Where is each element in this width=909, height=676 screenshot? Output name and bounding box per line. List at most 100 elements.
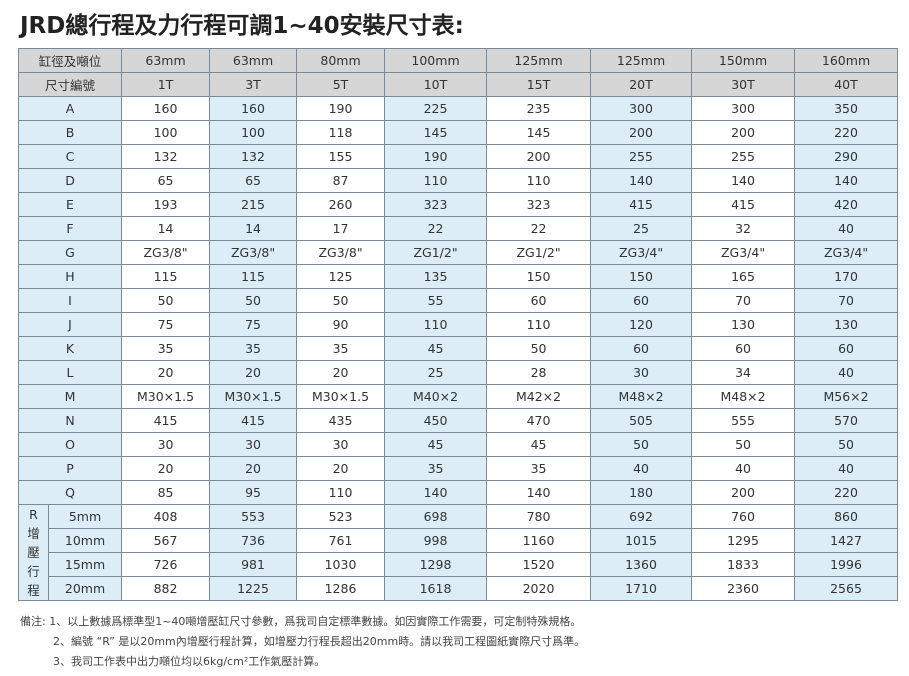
table-cell: 1160 [486, 528, 592, 553]
header-cell: 150mm [691, 48, 796, 73]
table-cell: 567 [121, 528, 211, 553]
table-cell: 135 [384, 264, 488, 289]
table-cell: 145 [486, 120, 592, 145]
table-row: A 160 160 190 225 235 300 300 350 [17, 96, 899, 121]
table-cell: 115 [209, 264, 298, 289]
table-cell: 130 [691, 312, 796, 337]
table-cell: 882 [121, 576, 211, 601]
table-row-r: 15mm 726 981 1030 1298 1520 1360 1833 1996 [19, 552, 899, 577]
table-cell: 1520 [486, 552, 592, 577]
table-cell: 30 [121, 432, 211, 457]
table-cell: 760 [691, 504, 796, 529]
row-label: F [17, 216, 123, 241]
table-row-r: 10mm 567 736 761 998 1160 1015 1295 1427 [19, 528, 899, 553]
table-cell: 981 [209, 552, 298, 577]
table-cell: 132 [209, 144, 298, 169]
header-cell: 125mm [486, 48, 592, 73]
header-cell: 15T [486, 72, 592, 97]
table-cell: 505 [590, 408, 693, 433]
table-cell: 761 [296, 528, 386, 553]
table-cell: 235 [486, 96, 592, 121]
table-cell: 100 [121, 120, 211, 145]
header-cell: 10T [384, 72, 488, 97]
table-cell: 40 [794, 216, 899, 241]
row-label: 尺寸編號 [17, 72, 123, 97]
r-group-label: R增壓行程 [18, 504, 49, 601]
table-cell: 125 [296, 264, 386, 289]
table-cell: 14 [121, 216, 211, 241]
table-cell: ZG3/4" [590, 240, 693, 265]
table-cell: 14 [209, 216, 298, 241]
table-cell: 2360 [691, 576, 796, 601]
row-label: 15mm [47, 552, 123, 577]
table-cell: 726 [121, 552, 211, 577]
table-cell: 45 [384, 336, 488, 361]
table-cell: 20 [296, 456, 386, 481]
table-cell: 225 [384, 96, 488, 121]
table-cell: 30 [590, 360, 693, 385]
table-cell: 25 [384, 360, 488, 385]
header-cell: 125mm [590, 48, 693, 73]
note-2: 2、編號 “R” 是以20mm內增壓行程計算，如增壓力行程長超出20mm時。請以… [53, 635, 586, 648]
table-cell: 50 [209, 288, 298, 313]
table-cell: 1015 [590, 528, 693, 553]
table-cell: 860 [794, 504, 899, 529]
table-row: H 115 115 125 135 150 150 165 170 [17, 264, 899, 289]
table-cell: 255 [590, 144, 693, 169]
table-cell: 1996 [794, 552, 899, 577]
table-cell: ZG1/2" [384, 240, 488, 265]
row-label: I [17, 288, 123, 313]
table-cell: 420 [794, 192, 899, 217]
table-cell: 1286 [296, 576, 386, 601]
header-cell: 40T [794, 72, 899, 97]
header-row-bore: 缸徑及噸位 63mm 63mm 80mm 100mm 125mm 125mm 150mm 160… [17, 48, 899, 73]
table-cell: 180 [590, 480, 693, 505]
table-cell: 1298 [384, 552, 488, 577]
table-cell: M42×2 [486, 384, 592, 409]
header-cell: 3T [209, 72, 298, 97]
table-cell: 25 [590, 216, 693, 241]
table-cell: 118 [296, 120, 386, 145]
table-row: N 415 415 435 450 470 505 555 570 [17, 408, 899, 433]
table-cell: ZG1/2" [486, 240, 592, 265]
table-cell: 323 [486, 192, 592, 217]
table-cell: 150 [590, 264, 693, 289]
table-cell: 698 [384, 504, 488, 529]
header-cell: 63mm [121, 48, 211, 73]
table-cell: 34 [691, 360, 796, 385]
header-row-code: 尺寸編號 1T 3T 5T 10T 15T 20T 30T 40T [17, 72, 899, 97]
table-cell: 100 [209, 120, 298, 145]
table-cell: 1618 [384, 576, 488, 601]
table-cell: 200 [691, 480, 796, 505]
table-cell: 1360 [590, 552, 693, 577]
table-cell: 523 [296, 504, 386, 529]
table-cell: 110 [486, 168, 592, 193]
table-cell: 300 [590, 96, 693, 121]
header-cell: 80mm [296, 48, 386, 73]
table-cell: 110 [486, 312, 592, 337]
table-cell: 50 [486, 336, 592, 361]
table-cell: 140 [590, 168, 693, 193]
table-cell: 200 [691, 120, 796, 145]
row-label: G [17, 240, 123, 265]
table-cell: 35 [209, 336, 298, 361]
row-label: K [17, 336, 123, 361]
table-row: L 20 20 20 25 28 30 34 40 [17, 360, 899, 385]
table-row: P 20 20 20 35 35 40 40 40 [17, 456, 899, 481]
table-cell: 110 [384, 168, 488, 193]
table-cell: 145 [384, 120, 488, 145]
row-label: O [17, 432, 123, 457]
table-cell: 1295 [691, 528, 796, 553]
table-row: E 193 215 260 323 323 415 415 420 [17, 192, 899, 217]
header-cell: 20T [590, 72, 693, 97]
table-cell: ZG3/4" [794, 240, 899, 265]
table-cell: 32 [691, 216, 796, 241]
table-row: Q 85 95 110 140 140 180 200 220 [17, 480, 899, 505]
table-row: I 50 50 50 55 60 60 70 70 [17, 288, 899, 313]
table-cell: 22 [486, 216, 592, 241]
row-label: C [17, 144, 123, 169]
row-label: A [17, 96, 123, 121]
table-cell: 260 [296, 192, 386, 217]
row-label: M [17, 384, 123, 409]
table-cell: 55 [384, 288, 488, 313]
